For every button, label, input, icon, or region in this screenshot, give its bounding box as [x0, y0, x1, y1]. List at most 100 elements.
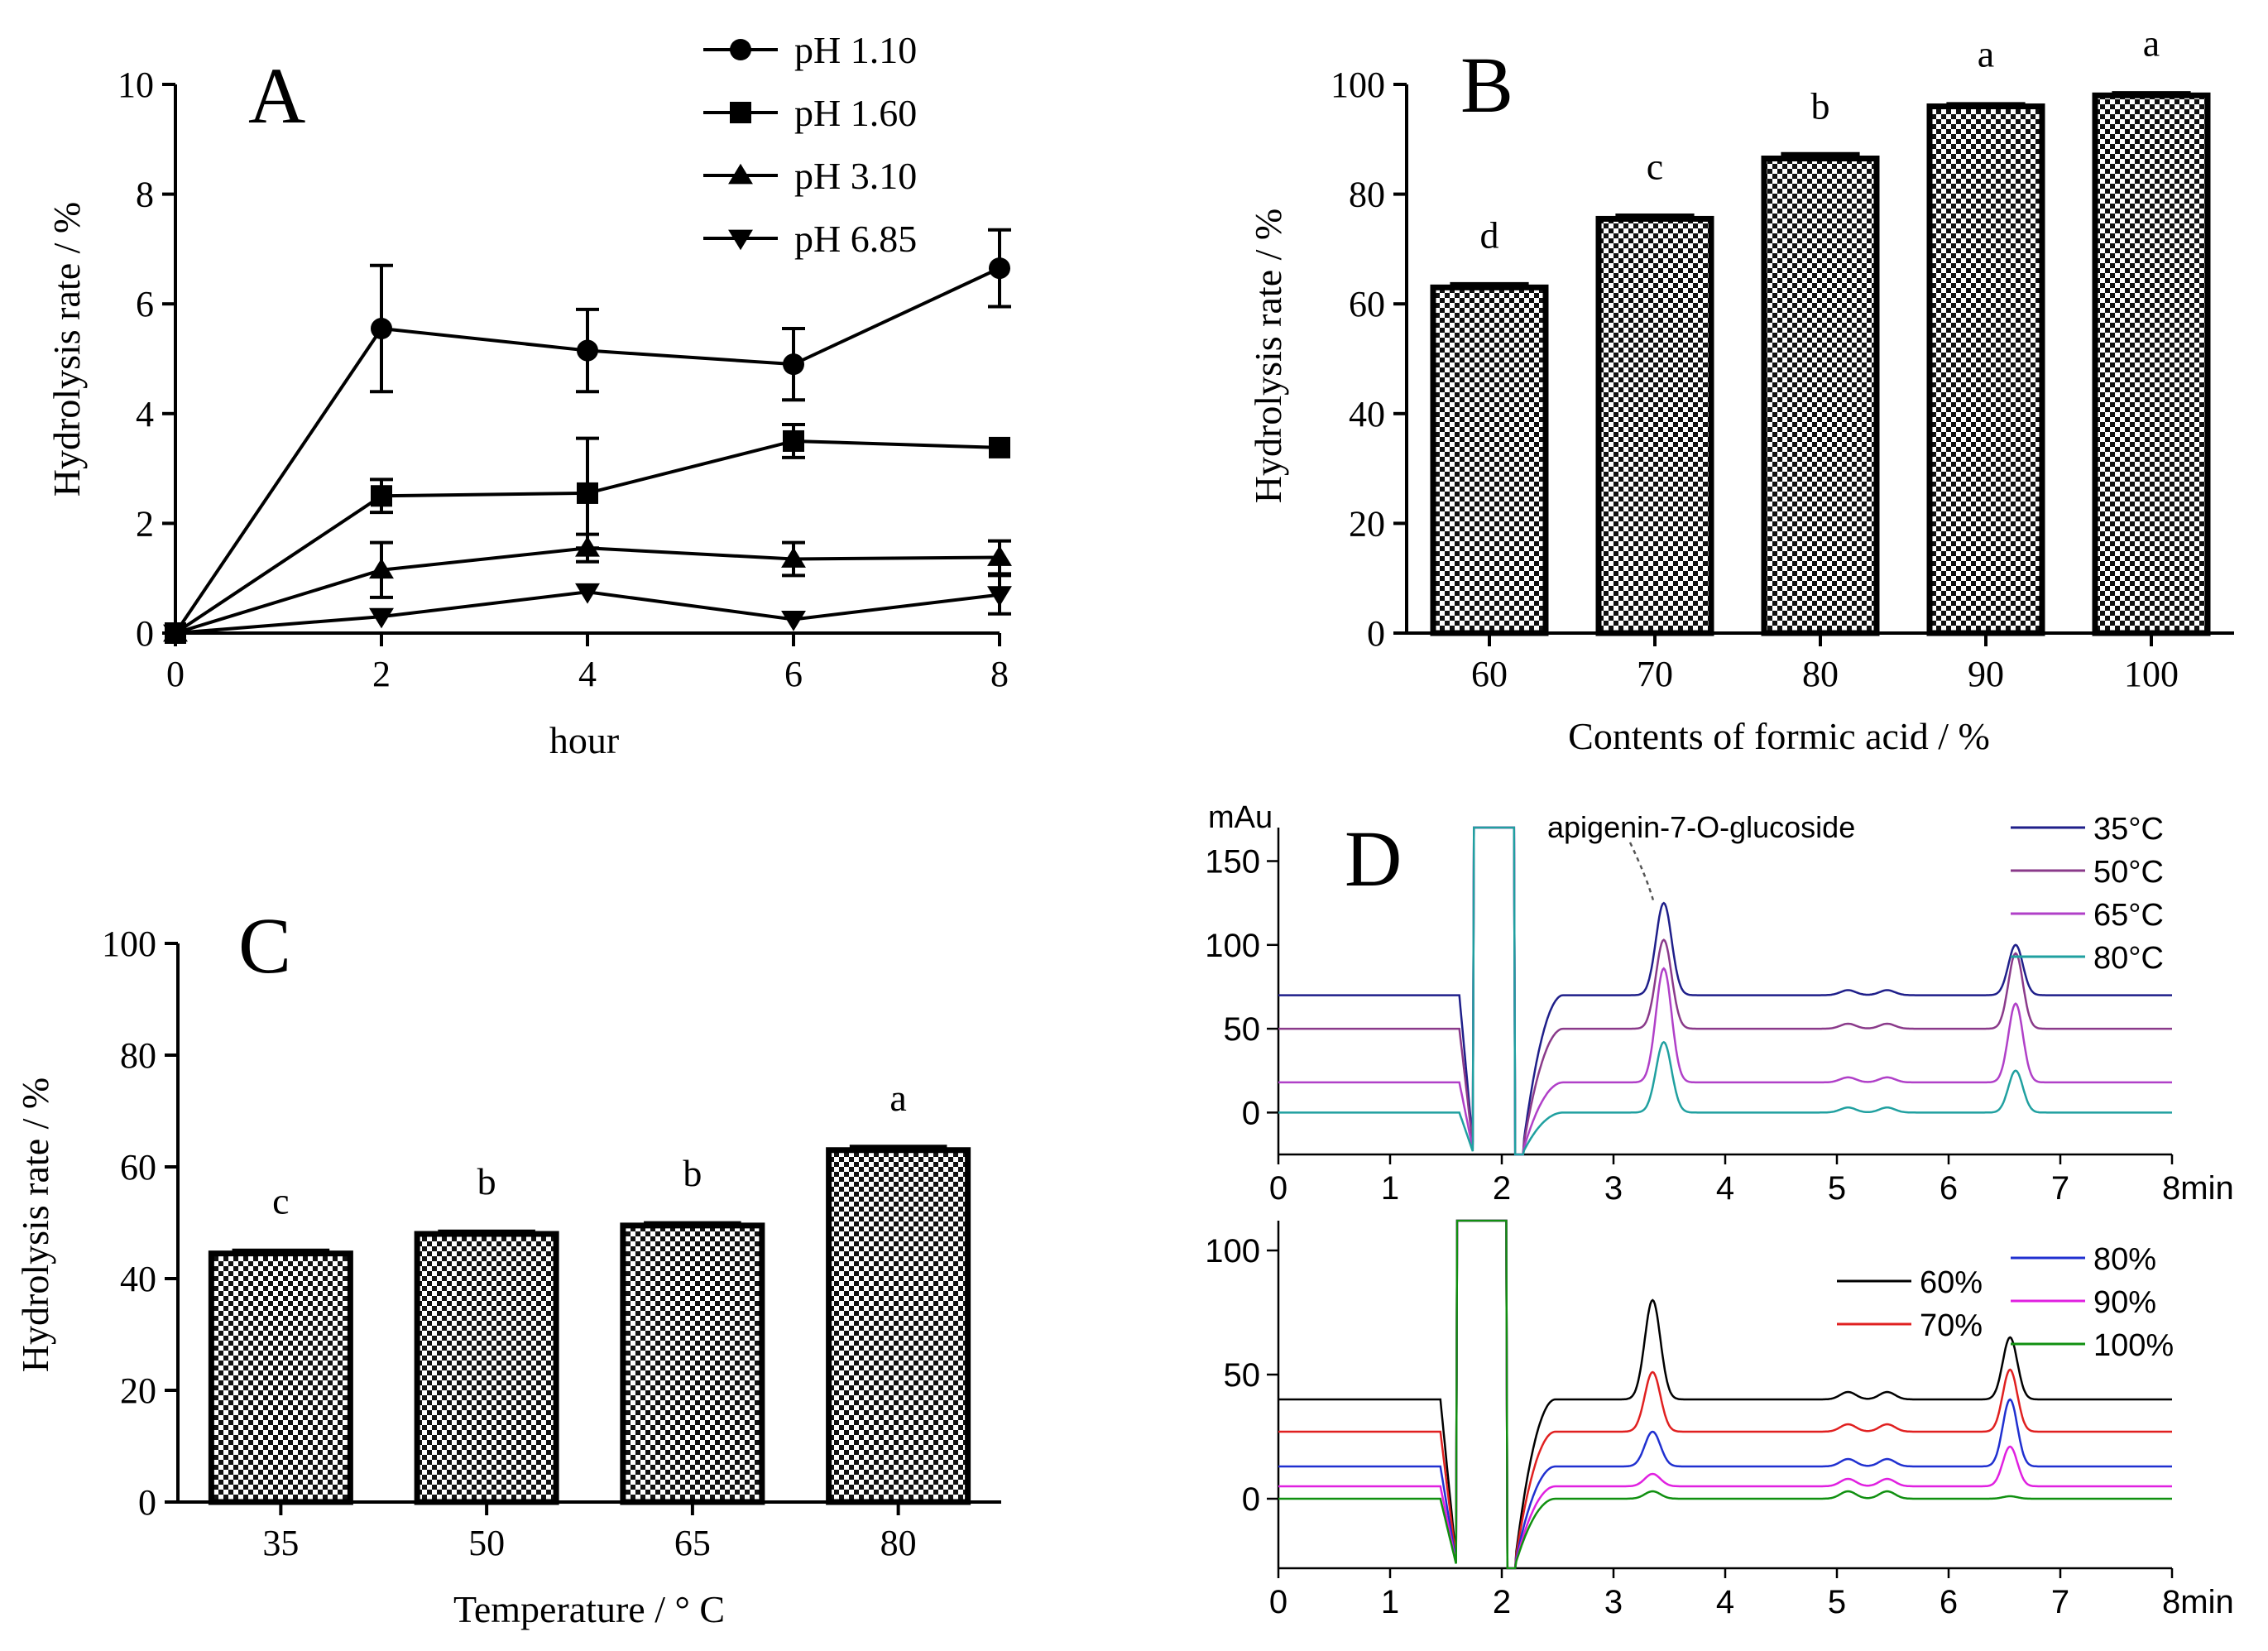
panel-a-y-tick-label: 10	[117, 65, 154, 105]
data-point	[575, 583, 600, 604]
panel-letter-c: C	[238, 901, 291, 990]
panel-a-series	[163, 228, 1012, 646]
bar	[1595, 215, 1714, 636]
data-point	[369, 558, 394, 579]
panel-b-xlabel: Contents of formic acid / %	[1568, 715, 1990, 757]
legend-marker	[730, 102, 751, 123]
legend-label: pH 1.10	[794, 29, 917, 71]
panel-b-y-tick-label: 40	[1349, 394, 1385, 434]
data-point	[577, 482, 598, 504]
chrom-bottom-x-tick-label: 6	[1940, 1584, 1958, 1620]
panel-d-unit-label: mAu	[1208, 800, 1273, 835]
legend-marker	[728, 163, 753, 185]
chrom-top-y-tick-label: 100	[1205, 928, 1260, 964]
panel-c-x-tick-label: 50	[468, 1523, 505, 1563]
panel-a-x-tick-label: 0	[166, 654, 185, 694]
chrom-bottom-legend-label: 80%	[2093, 1242, 2156, 1277]
panel-c-y-tick-label: 40	[120, 1259, 156, 1299]
panel-c-bars: c b b a	[208, 1077, 971, 1505]
data-point	[987, 586, 1012, 607]
chrom-bottom-x-tick-label: 2	[1493, 1584, 1511, 1620]
chrom-top-x-tick-label: 7	[2051, 1170, 2069, 1207]
bar	[1761, 156, 1880, 636]
data-point	[987, 545, 1012, 566]
data-point	[781, 611, 806, 631]
panel-d-annotation-arrow	[1628, 842, 1655, 901]
panel-b-bars: d c b a a	[1430, 22, 2211, 636]
chrom-bottom-y-tick-label: 0	[1242, 1481, 1260, 1518]
legend-marker	[728, 229, 753, 251]
bar	[826, 1147, 971, 1505]
panel-a-x-tick-label: 2	[372, 654, 391, 694]
panel-a-y-tick-label: 4	[136, 394, 154, 434]
chrom-bottom-x-tick-label: 3	[1604, 1584, 1623, 1620]
chrom-top-y-tick-label: 150	[1205, 844, 1260, 881]
significance-label: b	[477, 1160, 496, 1202]
panel-b-x-tick-label: 70	[1637, 654, 1673, 694]
panel-c-x-tick-label: 35	[262, 1523, 299, 1563]
chrom-top-trace-2	[1278, 826, 2172, 1156]
panel-d: D mAu apigenin-7-O-glucoside 0 50 100 150 0 1…	[1205, 800, 2233, 1620]
bar	[620, 1222, 765, 1505]
chrom-bottom-x-tick-label: 4	[1716, 1584, 1734, 1620]
panel-d-annotation: apigenin-7-O-glucoside	[1547, 810, 1855, 844]
data-point	[989, 436, 1010, 458]
data-point	[163, 624, 188, 646]
panel-b-y-tick-label: 0	[1367, 613, 1385, 654]
panel-letter-b: B	[1460, 41, 1513, 129]
panel-b-x-tick-label: 80	[1802, 654, 1839, 694]
significance-label: b	[1811, 85, 1830, 127]
panel-letter-d: D	[1345, 814, 1402, 903]
chrom-bottom-legend-label: 90%	[2093, 1285, 2156, 1320]
chrom-bottom-x-tick-label: 1	[1381, 1584, 1399, 1620]
significance-label: a	[889, 1077, 906, 1119]
legend-marker	[730, 39, 751, 60]
chrom-bottom-y-tick-label: 100	[1205, 1233, 1260, 1269]
panel-d-top: 0 50 100 150 0 1 2 3 4 5 6 7 8min 35°C 50°C 65°C 80°C	[1205, 812, 2233, 1207]
data-point	[369, 607, 394, 629]
panel-b-x-tick-label: 90	[1968, 654, 2004, 694]
significance-label: c	[272, 1180, 289, 1222]
data-point	[575, 535, 600, 557]
chrom-bottom-trace-4	[1278, 1219, 2172, 1570]
data-point	[783, 430, 804, 452]
chrom-bottom-trace-1	[1278, 1219, 2172, 1570]
data-point	[989, 257, 1010, 280]
chrom-top-y-tick-label: 0	[1242, 1095, 1260, 1131]
panel-b-x-tick-label: 60	[1471, 654, 1508, 694]
chrom-bottom-trace-3	[1278, 1219, 2172, 1570]
chrom-top-x-tick-label: 6	[1940, 1170, 1958, 1207]
panel-b-ylabel: Hydrolysis rate / %	[1247, 209, 1289, 503]
panel-d-bottom: 0 50 100 0 1 2 3 4 5 6 7 8min 60% 70% 80% 90% 100%	[1205, 1219, 2234, 1620]
chrom-top-trace-3	[1278, 826, 2172, 1156]
chrom-top-y-tick-label: 50	[1224, 1011, 1261, 1048]
bar	[1926, 103, 2045, 636]
panel-c-y-tick-label: 80	[120, 1035, 156, 1076]
panel-a: A 0 2 4 6 8 10 0 2 4 6 8 pH 1.10 pH 1.60 pH 3.10 pH 6…	[46, 29, 1012, 761]
significance-label: a	[1978, 33, 1994, 75]
panel-c-y-tick-label: 100	[102, 924, 156, 964]
chrom-top-x-tick-label: 2	[1493, 1170, 1511, 1207]
data-point	[577, 339, 598, 362]
data-point	[371, 485, 392, 507]
legend-label: pH 1.60	[794, 92, 917, 134]
panel-a-y-tick-label: 2	[136, 503, 154, 544]
panel-b-y-tick-label: 60	[1349, 284, 1385, 324]
chrom-top-trace-1	[1278, 826, 2172, 1156]
panel-b-y-tick-label: 80	[1349, 175, 1385, 215]
panel-c-x-tick-label: 65	[674, 1523, 711, 1563]
chrom-bottom-legend-label: 100%	[2093, 1328, 2174, 1363]
panel-a-axes: 0 2 4 6 8 10 0 2 4 6 8	[117, 65, 1009, 694]
panel-c-y-tick-label: 60	[120, 1147, 156, 1188]
panel-c-x-tick-label: 80	[880, 1523, 917, 1563]
panel-b-x-tick-label: 100	[2124, 654, 2179, 694]
panel-b: B 0 20 40 60 80 100 60 70 80 90 100 d c b a a Contents…	[1247, 22, 2234, 757]
panel-c-y-tick-label: 20	[120, 1370, 156, 1411]
chrom-bottom-x-tick-label: 0	[1269, 1584, 1287, 1620]
bar	[208, 1250, 353, 1505]
panel-a-ylabel: Hydrolysis rate / %	[46, 202, 88, 497]
chrom-top-x-tick-label: 4	[1716, 1170, 1734, 1207]
chrom-bottom-legend-label: 70%	[1920, 1308, 1983, 1343]
panel-a-xlabel: hour	[549, 719, 619, 761]
